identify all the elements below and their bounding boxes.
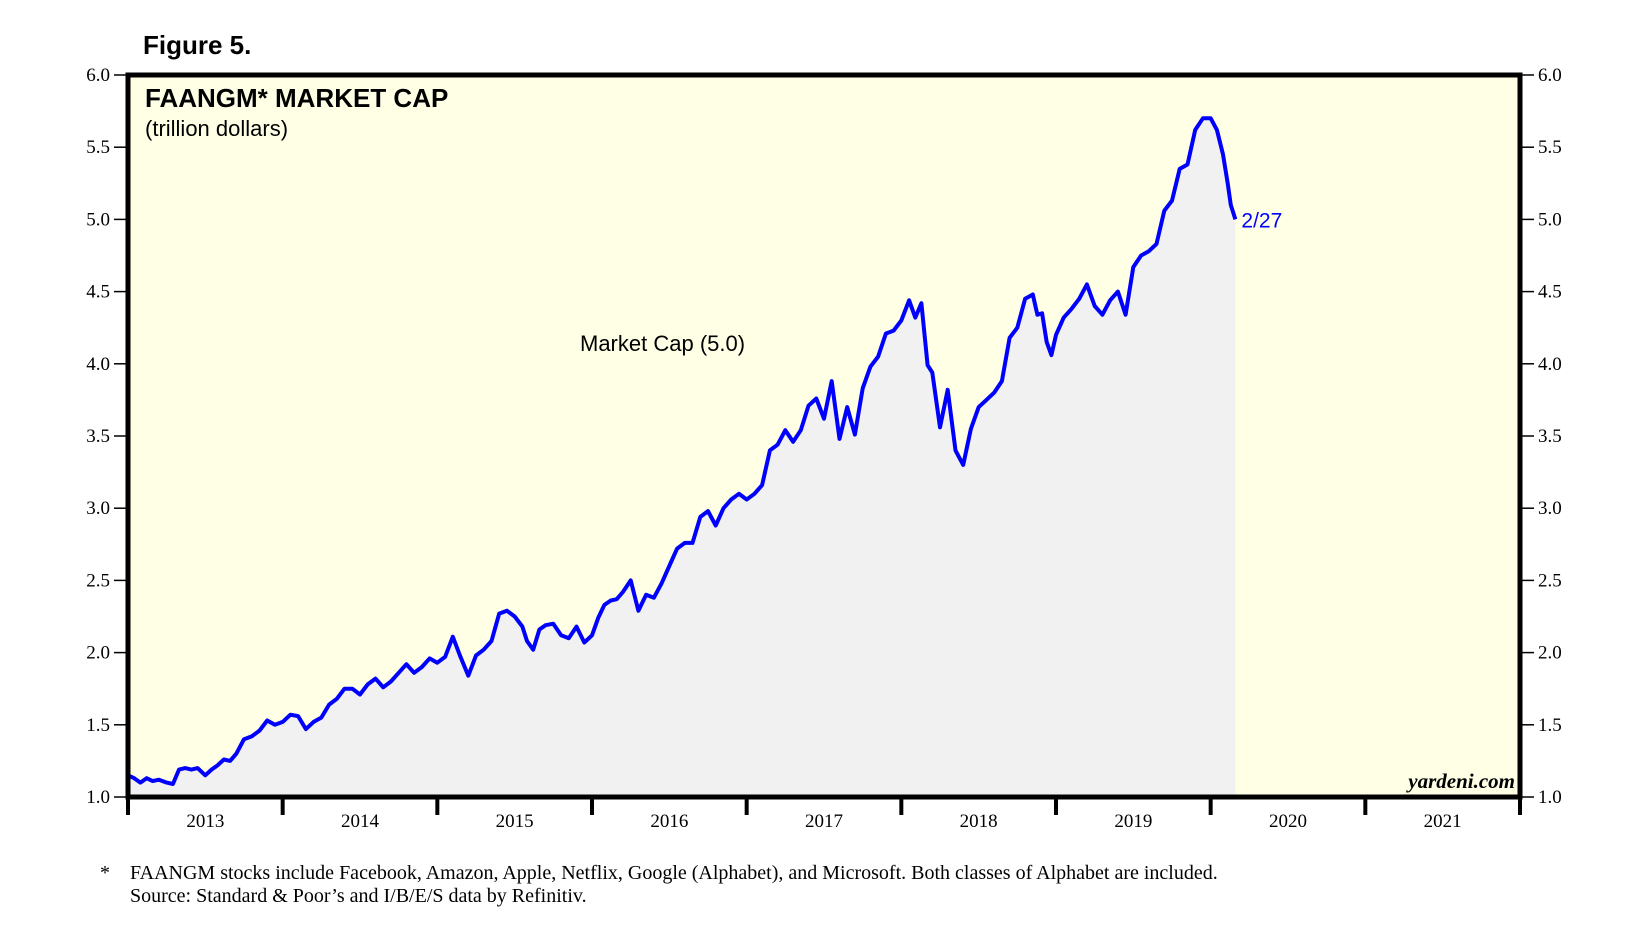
y-tick-label-left: 3.5 — [86, 426, 110, 447]
x-tick-label: 2015 — [496, 811, 534, 832]
y-tick-label-right: 2.5 — [1538, 570, 1562, 591]
x-tick-label: 2014 — [341, 811, 380, 832]
x-tick-label: 2013 — [186, 811, 224, 832]
y-tick-label-right: 3.5 — [1538, 426, 1562, 447]
x-tick-label: 2020 — [1269, 811, 1307, 832]
y-tick-label-right: 4.5 — [1538, 282, 1562, 303]
x-tick-label: 2018 — [960, 811, 998, 832]
footnote-line-1: FAANGM stocks include Facebook, Amazon, … — [130, 862, 1218, 884]
y-tick-label-right: 5.0 — [1538, 209, 1562, 230]
y-tick-label-left: 4.5 — [86, 282, 110, 303]
y-tick-label-left: 1.5 — [86, 715, 110, 736]
y-tick-label-right: 1.5 — [1538, 715, 1562, 736]
x-axis: 2013 2014 2015 2016 2017 2018 2019 2020 2021 — [126, 797, 1522, 832]
y-axis-left: 1.0 1.5 2.0 2.5 3.0 3.5 4.0 4.5 5.0 5.5 6.0 — [86, 65, 128, 808]
end-date-label: 2/27 — [1241, 209, 1282, 232]
x-tick-label: 2016 — [650, 811, 688, 832]
x-tick-label: 2019 — [1114, 811, 1152, 832]
y-tick-label-left: 1.0 — [86, 787, 110, 808]
area-fill — [128, 118, 1236, 798]
y-tick-label-left: 5.0 — [86, 209, 110, 230]
footnote-line-2: Source: Standard & Poor’s and I/B/E/S da… — [130, 885, 587, 907]
y-tick-label-right: 1.0 — [1538, 787, 1562, 808]
y-tick-label-left: 2.5 — [86, 570, 110, 591]
y-tick-label-right: 4.0 — [1538, 354, 1562, 375]
figure-label: Figure 5. — [143, 30, 252, 60]
footnote-marker: * — [100, 862, 110, 884]
x-tick-label: 2021 — [1424, 811, 1462, 832]
x-tick-label: 2017 — [805, 811, 843, 832]
series-label: Market Cap (5.0) — [580, 331, 745, 356]
y-tick-label-left: 6.0 — [86, 65, 110, 86]
y-tick-label-left: 2.0 — [86, 643, 110, 664]
y-tick-label-left: 5.5 — [86, 137, 110, 158]
y-tick-label-left: 3.0 — [86, 498, 110, 519]
y-tick-label-right: 2.0 — [1538, 643, 1562, 664]
y-tick-label-right: 3.0 — [1538, 498, 1562, 519]
y-axis-right: 1.0 1.5 2.0 2.5 3.0 3.5 4.0 4.5 5.0 5.5 6.0 — [1520, 65, 1562, 808]
footnote: * FAANGM stocks include Facebook, Amazon… — [100, 862, 1218, 908]
y-tick-label-right: 6.0 — [1538, 65, 1562, 86]
chart-title: FAANGM* MARKET CAP — [145, 83, 448, 113]
market-cap-line — [127, 116, 1238, 786]
y-tick-label-right: 5.5 — [1538, 137, 1562, 158]
y-tick-label-left: 4.0 — [86, 354, 110, 375]
chart-subtitle: (trillion dollars) — [145, 116, 288, 141]
source-credit: yardeni.com — [1405, 769, 1515, 793]
